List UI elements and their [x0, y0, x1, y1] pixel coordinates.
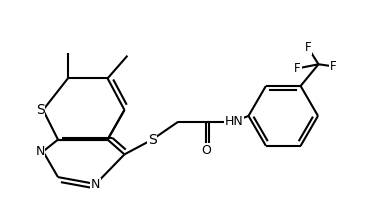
Text: N: N [35, 145, 45, 158]
Text: F: F [294, 62, 301, 75]
Text: N: N [91, 178, 100, 192]
Text: S: S [148, 133, 156, 147]
Text: F: F [305, 41, 312, 54]
Text: F: F [330, 60, 337, 73]
Text: S: S [36, 103, 45, 117]
Text: HN: HN [224, 115, 243, 128]
Text: O: O [201, 144, 211, 157]
